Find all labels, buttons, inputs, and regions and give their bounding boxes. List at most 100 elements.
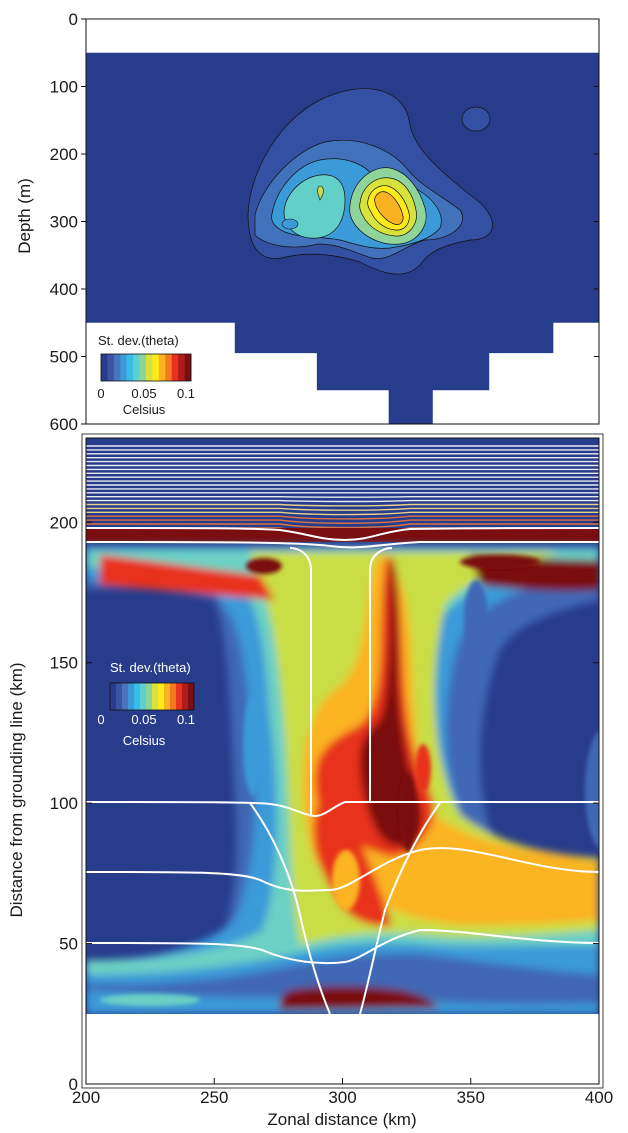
bot-cbar-swatch-9	[164, 683, 171, 710]
top-cbar-swatch-7	[146, 354, 153, 381]
bot-cbar-border	[109, 682, 195, 711]
top-level-8	[374, 191, 404, 225]
bottom-y-axis: 0 50 100 150 200	[50, 513, 599, 1094]
top-cbar-swatch-1	[107, 354, 115, 381]
top-cbar-swatch-13	[184, 354, 192, 381]
strat-line-14	[86, 499, 599, 503]
top-colorbar-swatches	[100, 353, 192, 382]
top-heat-field	[247, 88, 493, 275]
bottom-colorbar-unit: Celsius	[123, 733, 166, 748]
top-y-tick-1: 100	[50, 78, 78, 97]
detail-2	[399, 772, 417, 852]
bottom-colorbar-swatches	[109, 682, 195, 711]
top-cbar-swatch-11	[171, 354, 179, 381]
streamline-channel	[86, 801, 599, 818]
top-colorbar: St. dev.(theta) 0 0.05 0.1 Celsius	[97, 333, 195, 417]
bottom-y-tick-1: 50	[59, 935, 78, 954]
top-y-label: Depth (m)	[15, 178, 34, 254]
top-y-tick-4: 400	[50, 280, 78, 299]
top-colorbar-tick-1: 0.05	[131, 386, 156, 401]
top-y-tick-2: 200	[50, 145, 78, 164]
bot-cbar-swatch-8	[158, 683, 165, 710]
bottom-y-tick-3: 150	[50, 654, 78, 673]
bottom-x-tick-4: 400	[585, 1088, 613, 1107]
front-band-dark	[86, 528, 599, 542]
top-colorbar-unit: Celsius	[123, 402, 166, 417]
strat-line-17	[86, 511, 599, 516]
bot-cbar-swatch-0	[110, 683, 117, 710]
streamlines	[86, 527, 599, 1014]
top-y-tick-0: 0	[69, 10, 78, 29]
bottom-y-tick-2: 100	[50, 794, 78, 813]
top-cbar-swatch-3	[120, 354, 128, 381]
top-cbar-border	[100, 353, 192, 382]
bot-cbar-swatch-4	[134, 683, 141, 710]
streamline-channel-right	[369, 547, 393, 802]
bottom-x-tick-0: 200	[72, 1088, 100, 1107]
streamline-cross-1	[249, 802, 331, 1014]
bottom-y-label: Distance from grounding line (km)	[7, 662, 26, 917]
field-lvl-l	[279, 986, 440, 1010]
bot-cbar-swatch-10	[170, 683, 177, 710]
bottom-y-tick-4: 200	[50, 513, 78, 532]
bot-cbar-swatch-2	[122, 683, 129, 710]
bottom-x-tick-2: 300	[328, 1088, 356, 1107]
strat-line-20	[86, 523, 599, 529]
domain-step-5	[488, 52, 554, 354]
top-cbar-swatch-8	[152, 354, 160, 381]
bottom-plot-outer	[81, 433, 604, 1089]
streamline-channel-left	[289, 547, 312, 816]
field-lvl-i	[100, 555, 275, 600]
detail-7	[246, 558, 282, 574]
top-y-axis: 0 100 200 300 400 500 600	[50, 10, 599, 434]
top-level-4	[283, 174, 346, 239]
detail-1	[332, 850, 360, 910]
domain-step-6	[552, 52, 600, 323]
bottom-colorbar-tick-1: 0.05	[131, 712, 156, 727]
strat-line-16	[86, 507, 599, 511]
bot-cbar-swatch-12	[182, 683, 189, 710]
bottom-x-tick-3: 350	[457, 1088, 485, 1107]
top-cbar-swatch-2	[113, 354, 121, 381]
top-y-tick-5: 500	[50, 348, 78, 367]
strat-line-19	[86, 519, 599, 524]
bottom-x-label: Zonal distance (km)	[267, 1110, 416, 1129]
bot-cbar-swatch-13	[188, 683, 195, 710]
bottom-x-axis: 200 250 300 350 400	[72, 1078, 613, 1107]
streamline-front	[86, 527, 599, 542]
top-colorbar-title: St. dev.(theta)	[98, 333, 179, 348]
streamline-cross-2	[359, 802, 441, 1014]
bot-cbar-swatch-3	[128, 683, 135, 710]
top-cbar-swatch-5	[133, 354, 140, 381]
bot-cbar-swatch-6	[146, 683, 153, 710]
stratification-lines	[86, 438, 599, 533]
detail-6	[585, 731, 599, 849]
domain-step-0	[86, 52, 236, 323]
detail-3	[415, 744, 431, 792]
top-side-blob	[461, 106, 491, 132]
streamline-front-2	[86, 540, 599, 549]
top-cbar-swatch-12	[178, 354, 185, 381]
top-cbar-swatch-9	[158, 354, 166, 381]
detail-5	[464, 580, 488, 660]
bottom-colorbar: St. dev.(theta) 0 0.05 0.1 Celsius	[97, 660, 195, 748]
top-colorbar-tick-0: 0	[97, 386, 104, 401]
bot-cbar-swatch-7	[152, 683, 159, 710]
top-cbar-swatch-10	[165, 354, 173, 381]
detail-9	[100, 994, 200, 1006]
top-level-small	[317, 185, 324, 201]
detail-4	[243, 695, 263, 795]
strat-line-18	[86, 515, 599, 520]
top-panel: 0 100 200 300 400 500 600 Depth (m) St. dev.(t…	[15, 10, 600, 434]
bot-cbar-swatch-1	[116, 683, 123, 710]
bottom-panel: 0 50 100 150 200 200 250 300 350 400 Distance fr…	[7, 433, 613, 1129]
bottom-colorbar-tick-2: 0.1	[177, 712, 195, 727]
bottom-x-tick-1: 250	[200, 1088, 228, 1107]
top-cbar-swatch-0	[101, 354, 108, 381]
detail-8	[460, 555, 540, 569]
land-zone	[86, 1014, 599, 1084]
top-cbar-swatch-6	[139, 354, 147, 381]
top-anomaly	[247, 88, 493, 275]
bot-cbar-swatch-5	[140, 683, 147, 710]
